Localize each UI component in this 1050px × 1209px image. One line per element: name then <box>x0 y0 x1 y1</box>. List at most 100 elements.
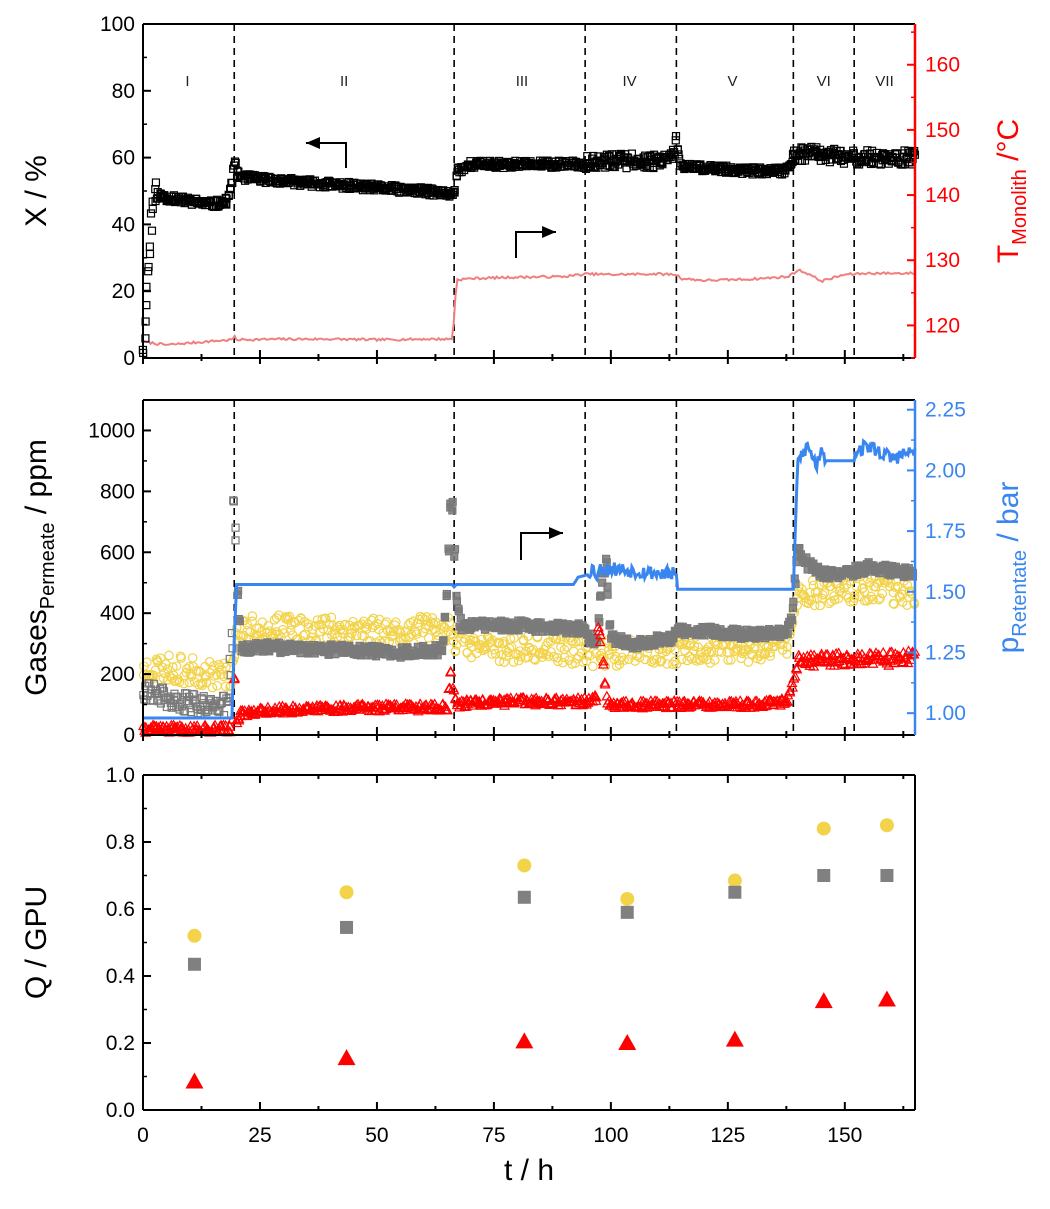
panel-middle: 0 200 400 600 800 1000 1.00 1.25 1.50 1.75 2.00 2.2… <box>20 399 1031 747</box>
permeate-red-point <box>441 704 453 715</box>
conversion-point <box>671 136 680 145</box>
permeate-yellow-point <box>412 629 422 639</box>
panel-top: I II III IV V VI VII02040608010012013014015016… <box>20 13 1031 370</box>
permeate-yellow-point <box>187 653 198 663</box>
permeate-gray-point <box>448 497 457 507</box>
permeate-yellow-point <box>743 657 754 667</box>
permeate-gray-point <box>450 545 460 554</box>
y-tick-label: 1000 <box>88 419 135 442</box>
permeate-gray-point <box>450 552 459 561</box>
permeate-yellow-point <box>716 647 727 657</box>
y-tick-label: 40 <box>112 213 135 236</box>
x-tick-label: 150 <box>827 1124 862 1147</box>
permeate-yellow-point <box>851 581 862 592</box>
permeate-yellow-point <box>712 639 722 650</box>
permeate-yellow-point <box>352 630 362 641</box>
y-tick-label: 0 <box>123 724 135 747</box>
permeate-red-point <box>599 678 611 689</box>
permeate-yellow-point <box>361 624 372 635</box>
axis-label-subscript: Permeate <box>37 522 59 609</box>
conversion-point <box>145 242 154 251</box>
permeate-yellow-point <box>754 651 765 661</box>
permeate-yellow-point <box>558 657 568 668</box>
y2-tick-label: 1.00 <box>925 702 966 725</box>
axis-label: X / % <box>20 155 53 227</box>
permeate-gray-point <box>229 497 238 506</box>
axis-arrow <box>520 532 563 560</box>
permeate-yellow-point <box>689 641 700 651</box>
permeate-red-point <box>594 629 606 640</box>
phase-label: I <box>185 73 189 90</box>
permeate-yellow-point <box>493 638 503 649</box>
permeate-yellow-point <box>585 650 595 661</box>
y-tick-label: 60 <box>112 147 135 170</box>
permeate-yellow-point <box>404 632 414 643</box>
permeate-red-point <box>843 652 855 662</box>
phase-label: III <box>516 73 529 90</box>
permeate-red-point <box>765 694 777 704</box>
permeate-red-point <box>426 699 438 710</box>
permeate-gray-point <box>783 629 792 638</box>
y-tick-label: 0.6 <box>106 898 135 921</box>
conversion-point <box>671 131 681 141</box>
q-circle-point <box>727 873 742 888</box>
permeate-yellow-point <box>515 646 525 656</box>
permeate-yellow-point <box>749 643 759 654</box>
permeate-yellow-point <box>271 613 282 623</box>
permeate-red-point <box>150 722 162 733</box>
permeate-yellow-point <box>562 642 572 652</box>
permeate-yellow-point <box>723 655 733 665</box>
permeate-red-point <box>889 648 901 658</box>
permeate-gray-point <box>219 691 228 700</box>
axis-label: Q / GPU <box>20 886 53 999</box>
permeate-gray-point <box>229 496 238 505</box>
conversion-point <box>148 204 157 214</box>
q-circle-point <box>816 821 831 836</box>
permeate-red-point <box>597 655 609 666</box>
permeate-gray-point <box>448 506 457 515</box>
permeate-red-point <box>175 724 187 735</box>
q-triangle-point <box>337 1049 356 1066</box>
permeate-yellow-point <box>614 655 625 666</box>
q-square-point <box>517 890 531 904</box>
permeate-yellow-point <box>417 612 428 623</box>
permeate-yellow-point <box>837 588 847 598</box>
permeate-gray-point <box>201 705 210 714</box>
permeate-yellow-point <box>877 588 888 599</box>
permeate-yellow-point <box>196 679 206 689</box>
conversion-point <box>144 267 153 276</box>
permeate-yellow-point <box>201 677 212 688</box>
permeate-gray-point <box>454 607 463 616</box>
conversion-point <box>909 148 918 157</box>
permeate-red-point <box>801 650 813 661</box>
permeate-yellow-point <box>559 644 570 655</box>
permeate-yellow-point <box>444 617 455 628</box>
permeate-red-point <box>643 701 655 711</box>
y2-tick-label: 2.00 <box>925 459 966 482</box>
permeate-yellow-point <box>400 632 411 643</box>
conversion-point <box>225 185 235 194</box>
q-triangle-point <box>185 1072 204 1089</box>
permeate-yellow-point <box>813 586 823 597</box>
phase-label: VI <box>817 73 831 90</box>
permeate-yellow-point <box>182 663 192 674</box>
permeate-yellow-point <box>423 633 434 643</box>
permeate-red-point <box>599 676 611 687</box>
permeate-gray-point <box>437 646 447 656</box>
axis-arrow <box>306 142 347 168</box>
permeate-red-point <box>864 647 876 658</box>
permeate-red-point <box>871 651 883 662</box>
permeate-red-point <box>789 670 801 681</box>
axis-label-unit: / bar <box>992 482 1025 550</box>
y2-tick-label: 1.25 <box>925 641 966 664</box>
permeate-yellow-point <box>415 611 426 622</box>
permeate-yellow-point <box>372 618 383 629</box>
conversion-point <box>221 199 230 208</box>
y-tick-label: 0 <box>123 347 135 370</box>
permeate-red-point <box>447 682 459 693</box>
permeate-yellow-point <box>211 670 222 680</box>
permeate-yellow-point <box>655 656 666 667</box>
conversion-point <box>226 184 235 193</box>
permeate-red-point <box>841 651 853 661</box>
permeate-yellow-point <box>347 628 357 638</box>
